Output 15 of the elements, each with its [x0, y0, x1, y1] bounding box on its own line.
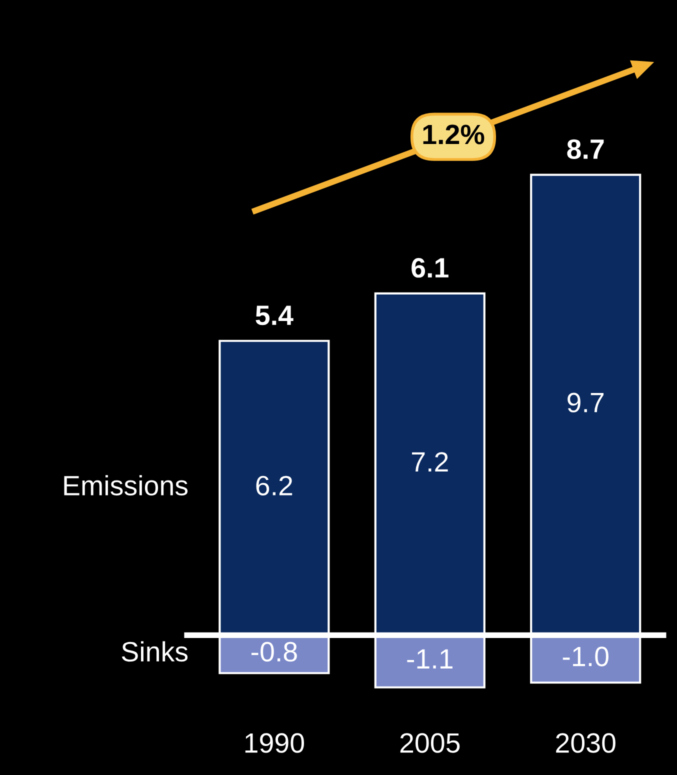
x-tick-label: 1990 — [245, 733, 304, 753]
total-label: 8.7 — [567, 139, 604, 160]
series-label: Emissions — [64, 475, 188, 496]
total-label: 5.4 — [256, 306, 294, 326]
data-label: 9.7 — [568, 392, 604, 412]
data-label: -1.0 — [562, 646, 608, 666]
text: 1.2% — [423, 124, 484, 144]
data-label: -0.8 — [251, 642, 297, 662]
data-label: -1.1 — [407, 649, 452, 668]
data-label: 7.2 — [412, 452, 448, 472]
series-label: Sinks — [122, 641, 188, 662]
x-tick-label: 2030 — [556, 733, 616, 753]
x-tick-label: 2005 — [400, 733, 460, 753]
data-label: 6.2 — [256, 476, 292, 496]
total-label: 6.1 — [412, 258, 448, 278]
